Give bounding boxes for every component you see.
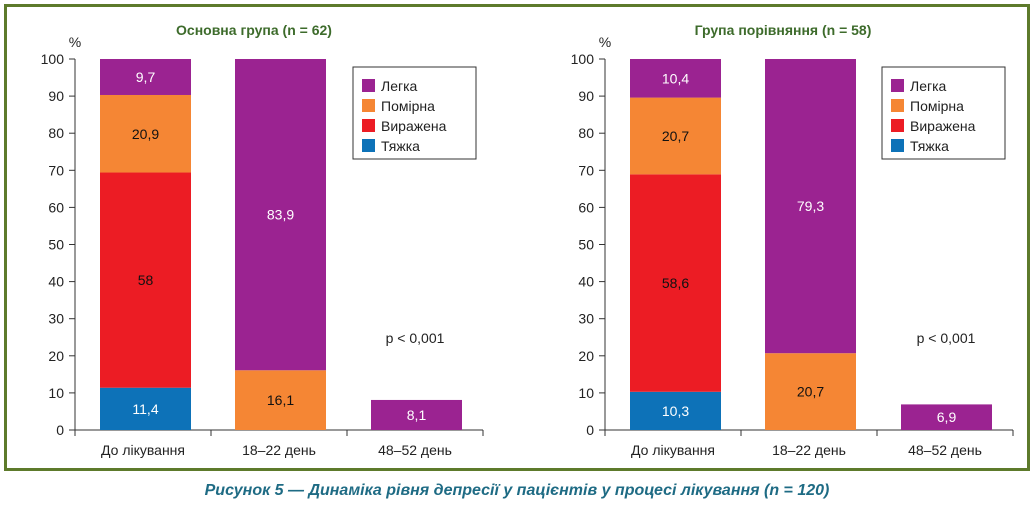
- legend-entry-label: Легка: [381, 78, 418, 94]
- bar-segment: [765, 353, 856, 430]
- chart-1: Основна група (n = 62)% 0 10 20 30 40 50 60 70 80…: [41, 22, 484, 458]
- y-tick-label: 10: [578, 385, 594, 401]
- legend-swatch: [362, 79, 375, 92]
- x-category-label: До лікування: [101, 442, 185, 458]
- bar-value-label: 11,4: [132, 401, 158, 417]
- y-tick-label: 20: [48, 348, 64, 364]
- legend-swatch: [362, 139, 375, 152]
- y-tick-label: 80: [48, 125, 64, 141]
- legend: Легка Помірна Виражена Тяжка: [352, 66, 477, 160]
- y-tick-label: 40: [578, 274, 594, 290]
- bar-segment: [371, 399, 462, 430]
- y-tick-label: 60: [48, 199, 64, 215]
- charts-canvas: Основна група (n = 62)% 0 10 20 30 40 50 60 70 80…: [41, 22, 1014, 458]
- bar-segment: [235, 370, 326, 430]
- y-tick-label: 30: [578, 311, 594, 327]
- bar-value-label: 8,1: [407, 407, 427, 423]
- y-tick-label: 10: [48, 385, 64, 401]
- chart-title: Група порівняння (n = 58): [695, 22, 872, 38]
- bar-segment: [765, 59, 856, 354]
- y-tick-label: 50: [578, 237, 594, 253]
- bar-value-label: 10,3: [662, 403, 689, 419]
- legend-entry-label: Виражена: [910, 118, 976, 134]
- bar-value-label: 6,9: [937, 409, 957, 425]
- y-tick-label: 40: [48, 274, 64, 290]
- bar-value-label: 20,7: [662, 128, 689, 144]
- y-tick-label: 60: [578, 199, 594, 215]
- legend-entry-label: Легка: [910, 78, 947, 94]
- y-tick-label: 100: [41, 51, 65, 67]
- bar-value-label: 58,6: [662, 275, 689, 291]
- bar-value-label: 10,4: [662, 70, 689, 86]
- legend-entry-label: Тяжка: [910, 138, 949, 154]
- legend-swatch: [891, 99, 904, 112]
- legend-entry-label: Виражена: [381, 118, 447, 134]
- legend-entry-label: Тяжка: [381, 138, 420, 154]
- x-category-label: 18–22 день: [772, 442, 846, 458]
- bar-segment: [630, 391, 721, 430]
- y-tick-label: 90: [578, 88, 594, 104]
- y-tick-label: 70: [578, 162, 594, 178]
- y-tick-label: 100: [571, 51, 595, 67]
- chart-title: Основна група (n = 62): [176, 22, 332, 38]
- bar-segment: [100, 172, 191, 388]
- bar-segment: [630, 174, 721, 392]
- bar-segment: [901, 404, 992, 430]
- y-tick-label: 50: [48, 237, 64, 253]
- legend-swatch: [891, 119, 904, 132]
- bar-value-label: 20,7: [797, 384, 824, 400]
- bar-value-label: 20,9: [132, 126, 159, 142]
- bar-value-label: 16,1: [267, 392, 294, 408]
- p-value-annotation: p < 0,001: [917, 330, 976, 346]
- legend-swatch: [891, 139, 904, 152]
- bar-value-label: 83,9: [267, 207, 294, 223]
- bar-segment: [235, 59, 326, 371]
- bar-segment: [630, 97, 721, 175]
- y-axis-unit-label: %: [69, 34, 81, 50]
- bar-segment: [630, 59, 721, 98]
- y-tick-label: 80: [578, 125, 594, 141]
- p-value-annotation: p < 0,001: [386, 330, 445, 346]
- y-tick-label: 20: [578, 348, 594, 364]
- figure-caption: Рисунок 5 — Динаміка рівня депресії у па…: [204, 482, 830, 499]
- bar-segment: [100, 387, 191, 430]
- x-category-label: 18–22 день: [242, 442, 316, 458]
- y-tick-label: 70: [48, 162, 64, 178]
- y-tick-label: 90: [48, 88, 64, 104]
- y-tick-label: 0: [586, 422, 594, 438]
- bar-segment: [100, 94, 191, 173]
- bar-value-label: 58: [138, 272, 154, 288]
- y-tick-label: 0: [56, 422, 64, 438]
- x-category-label: До лікування: [631, 442, 715, 458]
- legend-entry-label: Помірна: [381, 98, 435, 114]
- legend-swatch: [362, 99, 375, 112]
- bar-value-label: 9,7: [136, 69, 156, 85]
- y-axis-unit-label: %: [599, 34, 611, 50]
- x-category-label: 48–52 день: [908, 442, 982, 458]
- legend-swatch: [891, 79, 904, 92]
- legend-entry-label: Помірна: [910, 98, 964, 114]
- legend-swatch: [362, 119, 375, 132]
- bar-value-label: 79,3: [797, 198, 824, 214]
- legend: Легка Помірна Виражена Тяжка: [881, 66, 1006, 160]
- chart-2: Група порівняння (n = 58)% 0 10 20 30 40 50 60 7…: [571, 22, 1014, 458]
- y-tick-label: 30: [48, 311, 64, 327]
- bar-segment: [100, 59, 191, 95]
- x-category-label: 48–52 день: [378, 442, 452, 458]
